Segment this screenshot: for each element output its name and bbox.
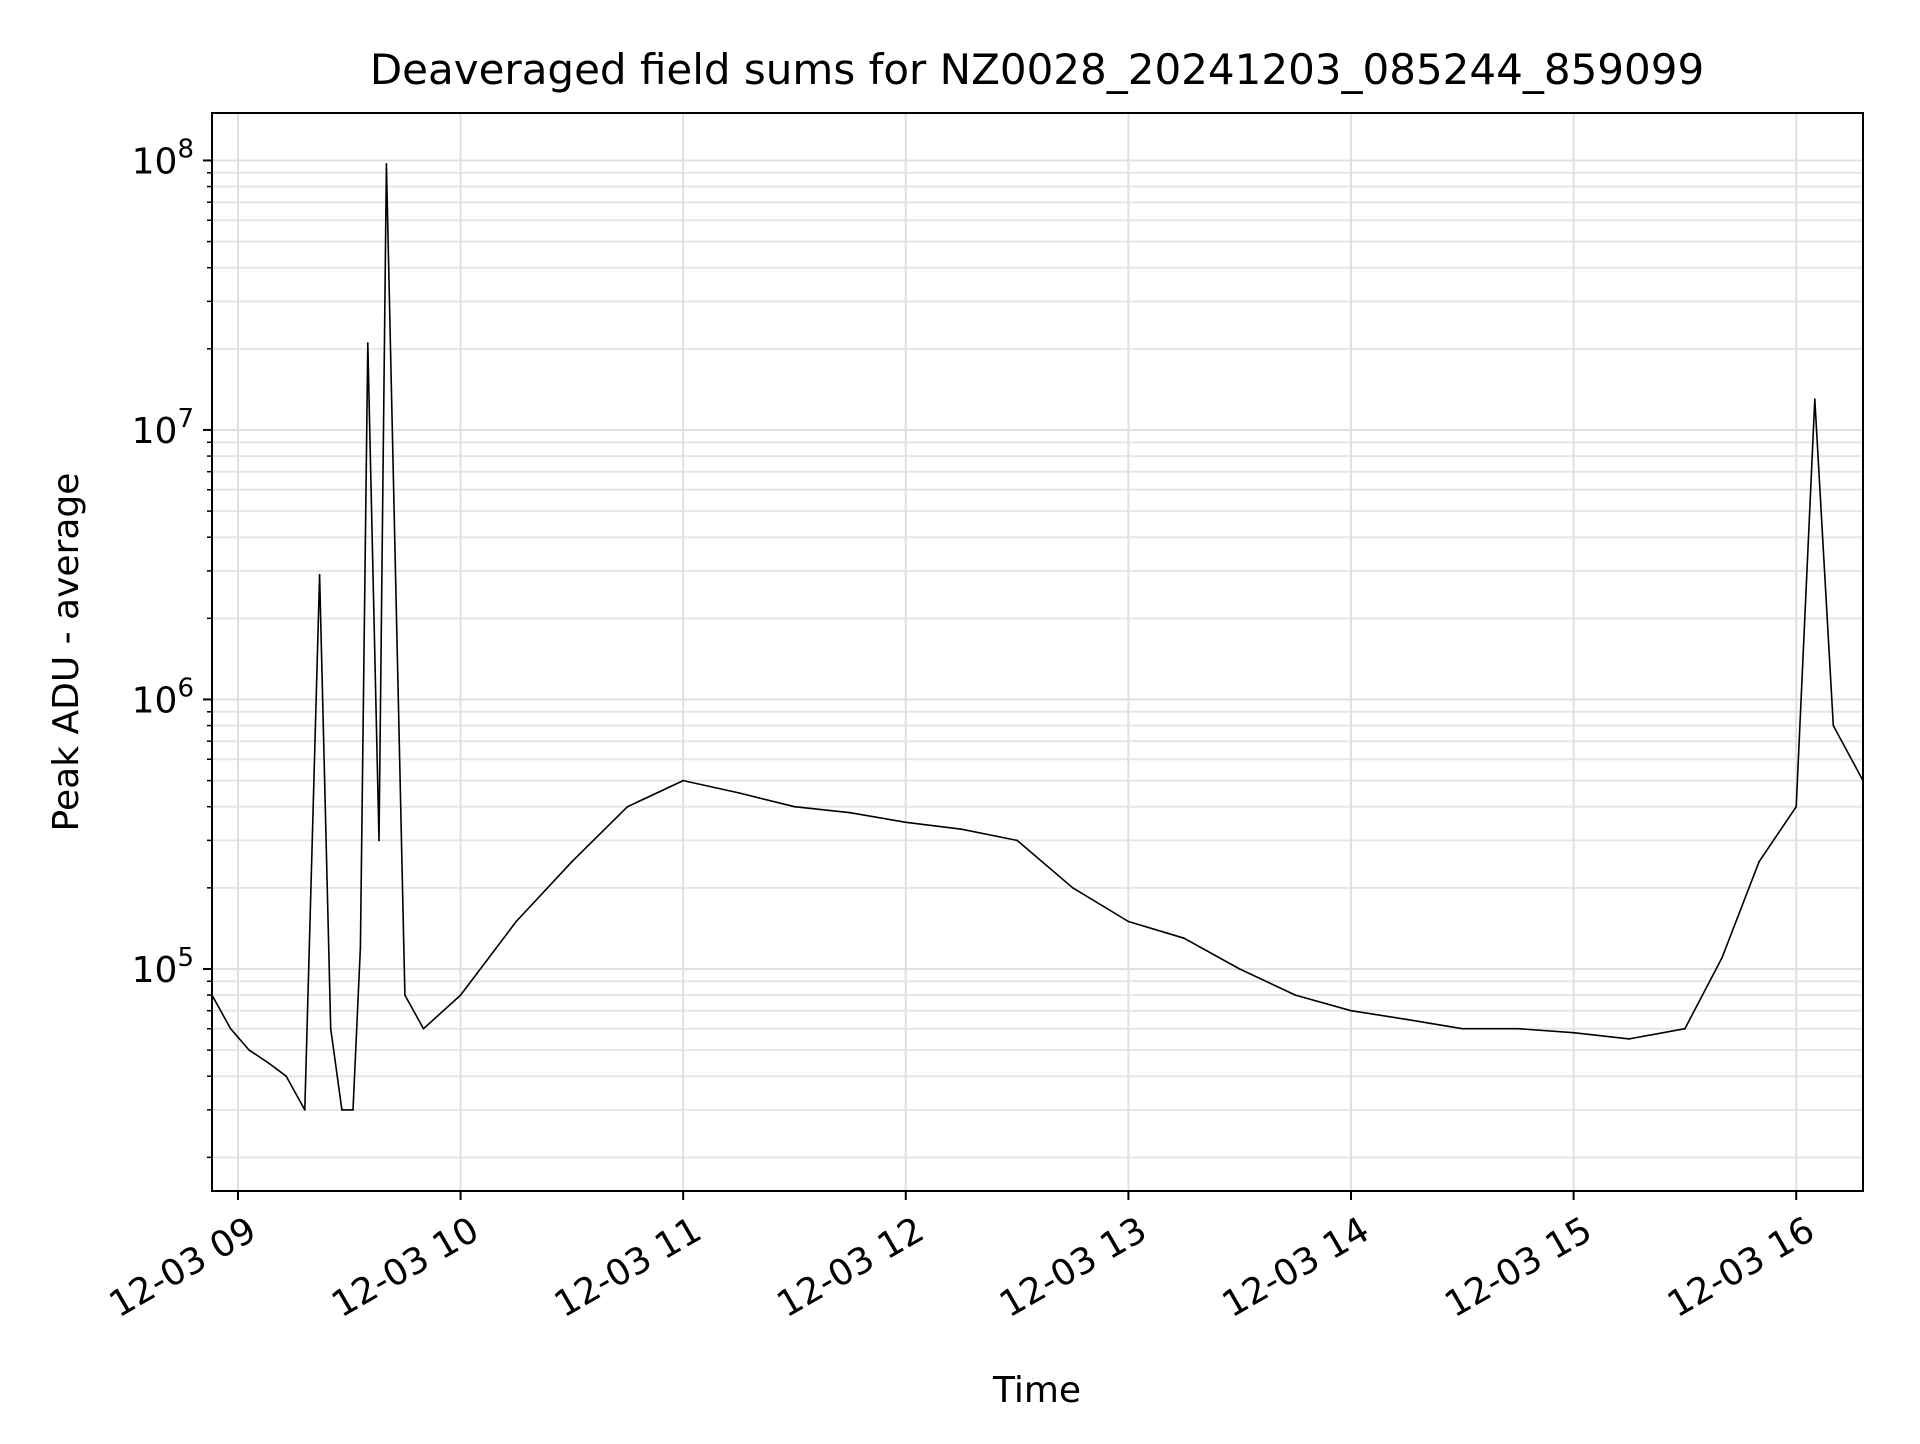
axis-ticks <box>203 159 1798 1200</box>
data-point <box>904 821 907 824</box>
data-point <box>682 779 685 782</box>
chart-title: Deaveraged field sums for NZ0028_2024120… <box>370 45 1704 94</box>
data-point <box>404 994 406 996</box>
data-point <box>1294 994 1297 996</box>
data-point <box>1684 1027 1686 1030</box>
y-tick-label: 106 <box>132 673 194 721</box>
data-point <box>1721 956 1723 959</box>
data-point <box>1405 1018 1408 1021</box>
data-point <box>303 1108 306 1111</box>
data-point <box>248 1049 251 1051</box>
data-point <box>849 811 852 814</box>
data-point <box>1183 937 1185 940</box>
data-point <box>229 1027 232 1030</box>
data-point <box>737 792 740 794</box>
data-point <box>1238 968 1241 970</box>
data-point <box>1071 886 1074 889</box>
data-point <box>1016 839 1018 842</box>
data-point <box>385 163 388 165</box>
plot-frame <box>211 112 1864 1192</box>
data-point <box>366 342 369 345</box>
data-point <box>422 1027 425 1030</box>
data-point <box>1813 398 1816 401</box>
grid-minor <box>212 171 1863 1159</box>
data-point <box>570 860 573 863</box>
data-point <box>1461 1027 1464 1030</box>
data-point <box>352 1108 354 1111</box>
data-point <box>340 1108 343 1111</box>
data-point <box>1127 920 1130 923</box>
y-tick-label: 105 <box>132 943 194 991</box>
data-point <box>285 1075 288 1078</box>
x-axis-label: Time <box>992 1370 1081 1411</box>
data-point <box>626 805 629 808</box>
data-point <box>1517 1027 1519 1030</box>
y-axis-label: Peak ADU - average <box>46 473 87 832</box>
data-point <box>1350 1009 1352 1012</box>
data-point <box>793 805 796 808</box>
data-point <box>318 573 321 576</box>
data-point <box>378 839 380 842</box>
y-tick-label: 108 <box>132 134 194 182</box>
data-point <box>1832 724 1835 727</box>
data-point <box>459 994 462 996</box>
data-point <box>1628 1038 1631 1040</box>
grid-major <box>212 113 1863 1191</box>
data-point <box>515 920 518 923</box>
data-point <box>329 1027 332 1030</box>
data-point <box>1572 1031 1575 1034</box>
y-tick-label: 107 <box>132 404 194 452</box>
data-point <box>1758 860 1761 863</box>
data-point <box>266 1061 269 1064</box>
data-point <box>960 828 963 831</box>
data-point <box>359 946 362 949</box>
data-point <box>1795 805 1798 808</box>
